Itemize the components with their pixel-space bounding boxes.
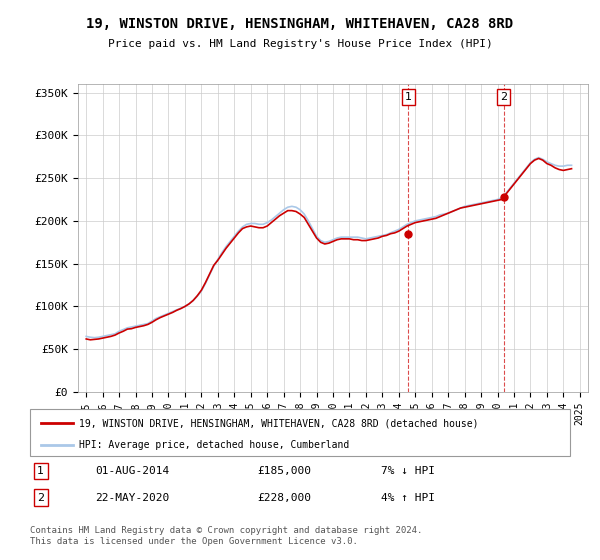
Text: 19, WINSTON DRIVE, HENSINGHAM, WHITEHAVEN, CA28 8RD: 19, WINSTON DRIVE, HENSINGHAM, WHITEHAVE… bbox=[86, 17, 514, 31]
Text: 1: 1 bbox=[37, 466, 44, 476]
Text: Price paid vs. HM Land Registry's House Price Index (HPI): Price paid vs. HM Land Registry's House … bbox=[107, 39, 493, 49]
Text: 2: 2 bbox=[37, 492, 44, 502]
Text: 01-AUG-2014: 01-AUG-2014 bbox=[95, 466, 169, 476]
Text: 7% ↓ HPI: 7% ↓ HPI bbox=[381, 466, 435, 476]
Text: HPI: Average price, detached house, Cumberland: HPI: Average price, detached house, Cumb… bbox=[79, 440, 349, 450]
Text: £185,000: £185,000 bbox=[257, 466, 311, 476]
FancyBboxPatch shape bbox=[30, 409, 570, 456]
Text: 22-MAY-2020: 22-MAY-2020 bbox=[95, 492, 169, 502]
Text: 2: 2 bbox=[500, 92, 508, 102]
Text: £228,000: £228,000 bbox=[257, 492, 311, 502]
Text: 1: 1 bbox=[405, 92, 412, 102]
Text: 19, WINSTON DRIVE, HENSINGHAM, WHITEHAVEN, CA28 8RD (detached house): 19, WINSTON DRIVE, HENSINGHAM, WHITEHAVE… bbox=[79, 418, 478, 428]
Text: Contains HM Land Registry data © Crown copyright and database right 2024.
This d: Contains HM Land Registry data © Crown c… bbox=[30, 526, 422, 546]
Text: 4% ↑ HPI: 4% ↑ HPI bbox=[381, 492, 435, 502]
